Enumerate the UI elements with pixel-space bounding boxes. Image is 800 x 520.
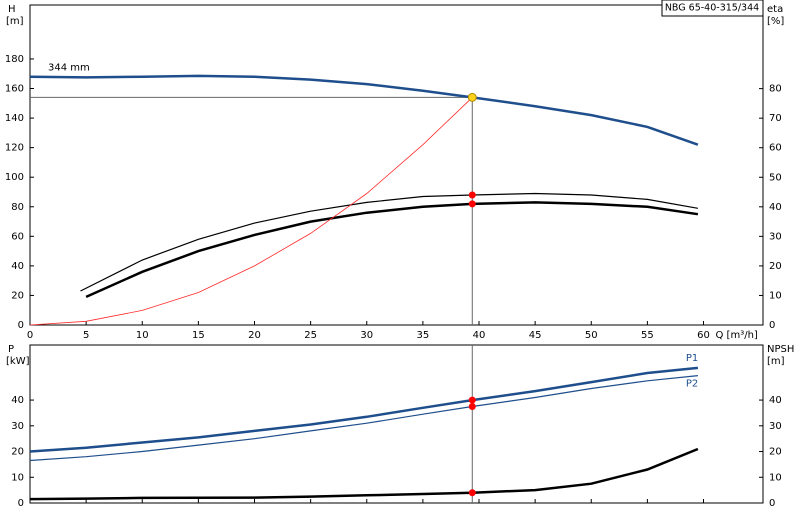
x-tick-label: 5: [83, 330, 89, 341]
duty-marker: [468, 191, 476, 199]
y-tick-label: 160: [5, 84, 24, 95]
y2-tick-label: 20: [769, 447, 782, 458]
y2-tick-label: 60: [769, 143, 782, 154]
series-line: [29, 375, 698, 462]
series-line: [80, 192, 699, 292]
series-line: [29, 74, 699, 146]
y-tick-label: 100: [5, 172, 24, 183]
y-axis-label: H: [8, 4, 16, 15]
curve-annotation: 344 mm: [48, 63, 90, 74]
model-box: [661, 0, 764, 17]
operating-point: [467, 92, 477, 102]
x-tick-label: 60: [697, 330, 710, 341]
y-tick-label: 30: [11, 421, 24, 432]
duty-marker: [468, 403, 476, 411]
y-tick-label: 20: [11, 447, 24, 458]
y-tick-label: 120: [5, 143, 24, 154]
y2-tick-label: 30: [769, 231, 782, 242]
series-line: [29, 447, 699, 501]
x-tick-label: 20: [248, 330, 261, 341]
y2-tick-label: 10: [769, 290, 782, 301]
plot-frame: [29, 344, 764, 504]
x-tick-label: 10: [136, 330, 149, 341]
y2-tick-label: 40: [769, 202, 782, 213]
y-tick-label: 40: [11, 261, 24, 272]
y2-tick-label: 40: [769, 395, 782, 406]
y-tick-label: 0: [18, 320, 24, 331]
series-line: [29, 97, 473, 326]
plot-frame: [29, 4, 764, 326]
x-tick-label: 50: [585, 330, 598, 341]
y2-tick-label: 20: [769, 261, 782, 272]
y-tick-label: 80: [11, 202, 24, 213]
series-line: [29, 366, 699, 453]
y2-tick-label: 0: [769, 320, 775, 331]
y-tick-label: 40: [11, 395, 24, 406]
y-tick-label: 60: [11, 231, 24, 242]
y2-tick-label: 80: [769, 84, 782, 95]
series-label: P1: [686, 353, 698, 364]
y-tick-label: 180: [5, 54, 24, 65]
y2-axis-unit: [%]: [767, 16, 784, 27]
duty-marker: [468, 200, 476, 208]
y2-tick-label: 70: [769, 113, 782, 124]
x-tick-label: 45: [529, 330, 542, 341]
y2-axis-label: eta: [767, 4, 783, 15]
x-tick-label: 30: [360, 330, 373, 341]
y-tick-label: 20: [11, 290, 24, 301]
y2-tick-label: 10: [769, 472, 782, 483]
duty-marker: [468, 396, 476, 404]
y2-tick-label: 50: [769, 172, 782, 183]
y-axis-label: P: [8, 344, 14, 355]
x-tick-label: 35: [417, 330, 430, 341]
y-tick-label: 10: [11, 472, 24, 483]
series-line: [85, 201, 699, 299]
series-label: P2: [686, 379, 698, 390]
x-tick-label: 15: [192, 330, 205, 341]
y2-axis-label: NPSH: [767, 344, 794, 355]
y-axis-unit: [m]: [6, 16, 24, 27]
y2-tick-label: 30: [769, 421, 782, 432]
y2-axis-unit: [m]: [767, 356, 785, 367]
x-tick-label: 40: [473, 330, 486, 341]
x-tick-label: 55: [641, 330, 654, 341]
y-tick-label: 140: [5, 113, 24, 124]
x-tick-label: 25: [304, 330, 317, 341]
model-label: NBG 65-40-315/344: [665, 3, 759, 14]
y-axis-unit: [kW]: [6, 356, 30, 367]
y-tick-label: 0: [18, 498, 24, 509]
y2-tick-label: 0: [769, 498, 775, 509]
x-tick-label: 0: [27, 330, 33, 341]
x-axis-label: Q [m³/h]: [716, 330, 758, 341]
duty-marker: [468, 489, 476, 497]
